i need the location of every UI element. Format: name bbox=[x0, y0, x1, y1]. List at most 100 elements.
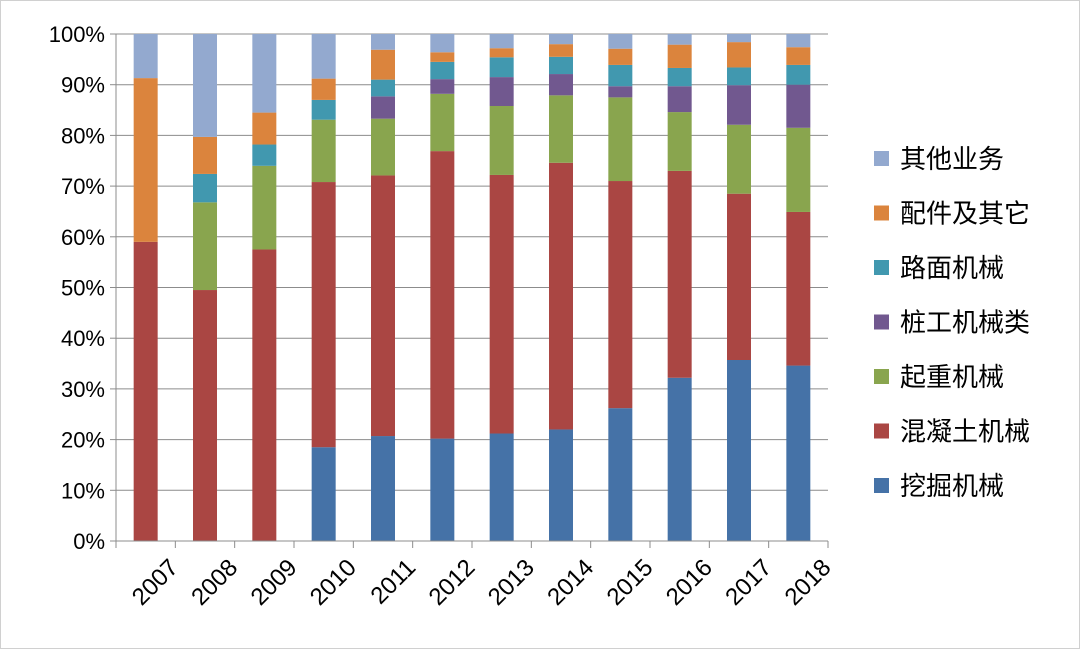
bar-segment-2011-series-5 bbox=[371, 49, 395, 80]
bar-segment-2016-series-1 bbox=[667, 170, 692, 378]
legend-swatch bbox=[874, 423, 889, 439]
bar-segment-2016-series-3 bbox=[667, 86, 692, 113]
bar-segment-2016-series-2 bbox=[667, 112, 692, 171]
legend-swatch bbox=[874, 369, 889, 384]
bar-segment-2017-series-5 bbox=[727, 42, 751, 68]
legend-swatch bbox=[874, 314, 889, 330]
bar-segment-2010-series-4 bbox=[311, 99, 336, 120]
bar-segment-2010-series-5 bbox=[311, 78, 336, 100]
bar-segment-2007-series-6 bbox=[133, 34, 158, 79]
bar-segment-2008-series-2 bbox=[193, 202, 217, 291]
bar-segment-2009-series-5 bbox=[252, 112, 277, 145]
legend-label: 其他业务 bbox=[900, 144, 1004, 174]
legend-label: 桩工机械类 bbox=[900, 308, 1030, 338]
bar-segment-2014-series-0 bbox=[549, 429, 573, 541]
bar-segment-2007-series-1 bbox=[133, 241, 158, 541]
bar-segment-2017-series-4 bbox=[727, 67, 751, 86]
legend-swatch bbox=[874, 260, 889, 275]
axes bbox=[115, 34, 829, 548]
bar-segment-2012-series-2 bbox=[430, 93, 455, 152]
legend-swatch bbox=[874, 478, 889, 493]
legend-label: 路面机械 bbox=[900, 253, 1004, 283]
bar-segment-2008-series-4 bbox=[193, 173, 217, 203]
bar-segment-2009-series-4 bbox=[252, 144, 277, 166]
bar-segment-2012-series-1 bbox=[430, 151, 455, 439]
bar-segment-2018-series-1 bbox=[786, 211, 811, 366]
y-tick-labels: 0% 10% 20% 30% 40% 50% 60% 70% 80% 90% 100% bbox=[49, 22, 105, 554]
legend-swatch bbox=[874, 151, 889, 166]
bar-segment-2015-series-0 bbox=[608, 408, 633, 541]
bar-segment-2012-series-5 bbox=[430, 52, 455, 62]
bar-segment-2013-series-4 bbox=[489, 57, 514, 78]
bar-segment-2009-series-2 bbox=[252, 165, 277, 250]
bar-segment-2011-series-3 bbox=[371, 96, 395, 119]
bar-segment-2018-series-2 bbox=[786, 127, 811, 212]
bar-segment-2017-series-2 bbox=[727, 124, 751, 194]
y-tick-label: 60% bbox=[61, 225, 105, 250]
bar-segment-2011-series-4 bbox=[371, 79, 395, 97]
bar-segment-2018-series-6 bbox=[786, 34, 811, 48]
bar-segment-2011-series-0 bbox=[371, 436, 395, 541]
y-tick-label: 40% bbox=[61, 326, 105, 351]
bar-segment-2013-series-0 bbox=[489, 433, 514, 541]
bar-segment-2009-series-1 bbox=[252, 249, 277, 541]
bar-segment-2016-series-4 bbox=[667, 67, 692, 87]
bar-segment-2010-series-1 bbox=[311, 182, 336, 448]
bar-segment-2008-series-5 bbox=[193, 136, 217, 174]
bar-segment-2017-series-1 bbox=[727, 193, 751, 361]
bar-segment-2018-series-3 bbox=[786, 84, 811, 128]
legend-label: 起重机械 bbox=[900, 362, 1004, 392]
bar-segment-2010-series-6 bbox=[311, 34, 336, 79]
bar-segment-2012-series-3 bbox=[430, 79, 455, 94]
bars bbox=[133, 34, 811, 541]
bar-segment-2011-series-1 bbox=[371, 175, 395, 437]
bar-segment-2010-series-2 bbox=[311, 119, 336, 183]
bar-segment-2014-series-3 bbox=[549, 74, 573, 96]
bar-segment-2014-series-1 bbox=[549, 162, 573, 430]
legend-swatch bbox=[874, 205, 889, 221]
bar-segment-2015-series-6 bbox=[608, 34, 633, 49]
bar-segment-2007-series-5 bbox=[133, 78, 158, 242]
bar-segment-2014-series-5 bbox=[549, 44, 573, 57]
y-tick-label: 10% bbox=[61, 478, 105, 503]
bar-segment-2013-series-6 bbox=[489, 34, 514, 49]
legend-label: 配件及其它 bbox=[900, 199, 1030, 229]
bar-segment-2017-series-6 bbox=[727, 34, 751, 43]
legend-label: 混凝土机械 bbox=[900, 417, 1030, 447]
bar-segment-2015-series-4 bbox=[608, 64, 633, 87]
bar-segment-2008-series-6 bbox=[193, 34, 217, 137]
bar-segment-2012-series-0 bbox=[430, 438, 455, 541]
bar-segment-2009-series-6 bbox=[252, 34, 277, 113]
legend-label: 挖掘机械 bbox=[900, 471, 1004, 501]
bar-segment-2015-series-2 bbox=[608, 97, 633, 182]
y-tick-label: 100% bbox=[49, 22, 105, 47]
bar-segment-2015-series-5 bbox=[608, 48, 633, 65]
bar-segment-2015-series-1 bbox=[608, 181, 633, 409]
bar-segment-2011-series-2 bbox=[371, 118, 395, 176]
bar-segment-2013-series-2 bbox=[489, 105, 514, 175]
bar-segment-2014-series-2 bbox=[549, 95, 573, 163]
bar-segment-2010-series-0 bbox=[311, 447, 336, 541]
bar-segment-2013-series-1 bbox=[489, 174, 514, 434]
bar-segment-2008-series-1 bbox=[193, 290, 217, 541]
y-tick-label: 0% bbox=[73, 529, 105, 554]
y-tick-label: 20% bbox=[61, 428, 105, 453]
bar-segment-2018-series-0 bbox=[786, 365, 811, 541]
bar-segment-2012-series-6 bbox=[430, 34, 455, 53]
bar-segment-2016-series-5 bbox=[667, 44, 692, 68]
bar-segment-2015-series-3 bbox=[608, 86, 633, 98]
bar-segment-2017-series-3 bbox=[727, 85, 751, 125]
y-tick-label: 70% bbox=[61, 174, 105, 199]
bar-segment-2014-series-6 bbox=[549, 34, 573, 45]
y-tick-label: 30% bbox=[61, 377, 105, 402]
bar-segment-2012-series-4 bbox=[430, 61, 455, 80]
y-tick-label: 50% bbox=[61, 276, 105, 301]
bar-segment-2018-series-5 bbox=[786, 47, 811, 65]
bar-segment-2018-series-4 bbox=[786, 64, 811, 85]
bar-segment-2014-series-4 bbox=[549, 56, 573, 75]
y-tick-label: 90% bbox=[61, 73, 105, 98]
bar-segment-2013-series-3 bbox=[489, 77, 514, 106]
bar-segment-2016-series-0 bbox=[667, 377, 692, 541]
